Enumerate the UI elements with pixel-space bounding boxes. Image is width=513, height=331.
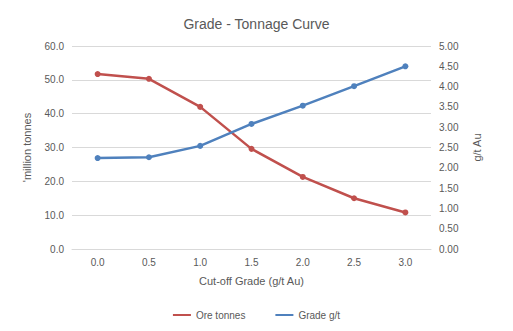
- svg-text:0.0: 0.0: [91, 257, 105, 268]
- svg-text:g/t Au: g/t Au: [471, 133, 483, 161]
- svg-text:5.00: 5.00: [439, 41, 459, 52]
- svg-text:1.50: 1.50: [439, 183, 459, 194]
- svg-text:1.0: 1.0: [193, 257, 207, 268]
- svg-text:50.0: 50.0: [45, 74, 65, 85]
- svg-text:20.0: 20.0: [45, 176, 65, 187]
- svg-text:10.0: 10.0: [45, 210, 65, 221]
- svg-text:3.00: 3.00: [439, 122, 459, 133]
- svg-text:Cut-off Grade (g/t Au): Cut-off Grade (g/t Au): [199, 275, 304, 287]
- svg-text:3.50: 3.50: [439, 101, 459, 112]
- svg-text:30.0: 30.0: [45, 142, 65, 153]
- svg-text:3.0: 3.0: [398, 257, 412, 268]
- svg-text:0.00: 0.00: [439, 244, 459, 255]
- svg-text:4.50: 4.50: [439, 61, 459, 72]
- svg-text:4.00: 4.00: [439, 81, 459, 92]
- svg-text:Grade - Tonnage Curve: Grade - Tonnage Curve: [183, 16, 329, 32]
- svg-text:2.50: 2.50: [439, 142, 459, 153]
- svg-text:2.5: 2.5: [347, 257, 361, 268]
- svg-text:0.50: 0.50: [439, 223, 459, 234]
- svg-text:1.00: 1.00: [439, 203, 459, 214]
- svg-text:0.5: 0.5: [142, 257, 156, 268]
- svg-text:Grade g/t: Grade g/t: [298, 310, 340, 321]
- svg-text:2.0: 2.0: [296, 257, 310, 268]
- svg-text:40.0: 40.0: [45, 108, 65, 119]
- svg-text:Ore tonnes: Ore tonnes: [196, 310, 245, 321]
- svg-text:2.00: 2.00: [439, 162, 459, 173]
- svg-text:1.5: 1.5: [245, 257, 259, 268]
- svg-text:'million tonnes: 'million tonnes: [21, 112, 33, 182]
- svg-text:60.0: 60.0: [45, 41, 65, 52]
- svg-text:0.0: 0.0: [50, 244, 64, 255]
